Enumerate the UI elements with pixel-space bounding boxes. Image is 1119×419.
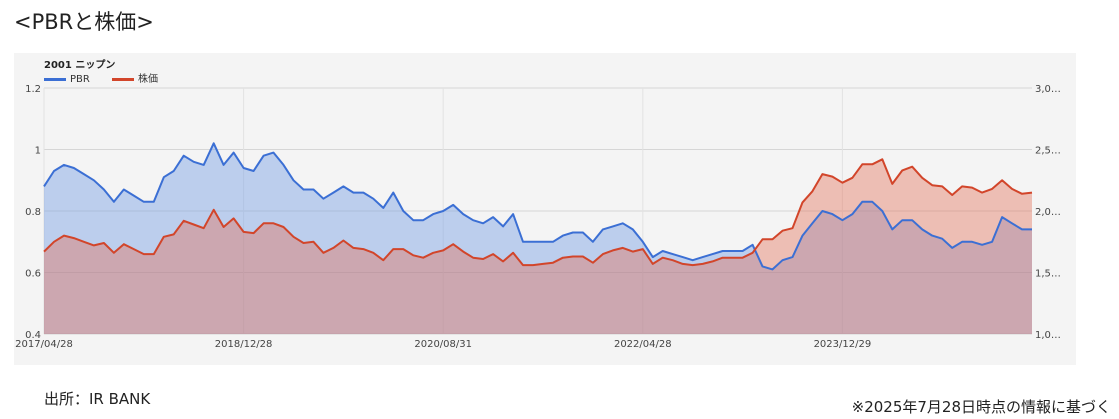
y-left-tick-label: 0.4 [25, 330, 41, 341]
y-right-tick-label: 2,0… [1035, 207, 1061, 218]
y-right-tick-label: 1,0… [1035, 330, 1061, 341]
y-left-tick-label: 0.8 [25, 207, 41, 218]
chart-title: 2001 ニップン [44, 58, 115, 71]
x-tick-label: 2018/12/28 [215, 339, 273, 350]
chart-panel: 0.4 0.6 0.8 1 1.2 1,0… 1,5… 2,0… 2,5… 3,0… 2017/04… [14, 53, 1076, 365]
x-tick-label: 2020/08/31 [414, 339, 472, 350]
y-left-tick-label: 0.6 [25, 269, 41, 280]
series-line-0 [43, 142, 1032, 271]
line-layer [43, 142, 1033, 271]
chart: 0.4 0.6 0.8 1 1.2 1,0… 1,5… 2,0… 2,5… 3,0… 2017/04… [15, 58, 1061, 350]
date-note: ※2025年7月28日時点の情報に基づく [851, 398, 1111, 416]
y-left-tick-label: 1 [35, 146, 41, 157]
legend-label-pbr: PBR [70, 74, 90, 85]
y-left-tick-label: 1.2 [25, 84, 41, 95]
legend-swatch-price [112, 78, 134, 81]
legend-label-price: 株価 [138, 72, 158, 85]
y-right-tick-label: 3,0… [1035, 84, 1061, 95]
series-area-1 [44, 159, 1032, 334]
legend-layer: 2001 ニップン PBR 株価 [44, 58, 158, 85]
page-heading: <PBRと株価> [14, 10, 154, 34]
axis-layer: 0.4 0.6 0.8 1 1.2 1,0… 1,5… 2,0… 2,5… 3,0… 2017/04… [15, 84, 1061, 350]
y-right-tick-label: 2,5… [1035, 146, 1061, 157]
series-area-0 [44, 143, 1032, 334]
x-tick-label: 2023/12/29 [814, 339, 872, 350]
x-tick-label: 2022/04/28 [614, 339, 672, 350]
source-note: 出所：IR BANK [44, 390, 151, 408]
grid-layer [43, 87, 1032, 335]
x-tick-label: 2017/04/28 [15, 339, 73, 350]
series-line-1 [43, 158, 1033, 267]
y-right-tick-label: 1,5… [1035, 269, 1061, 280]
area-layer [44, 143, 1032, 334]
legend-swatch-pbr [44, 78, 66, 81]
